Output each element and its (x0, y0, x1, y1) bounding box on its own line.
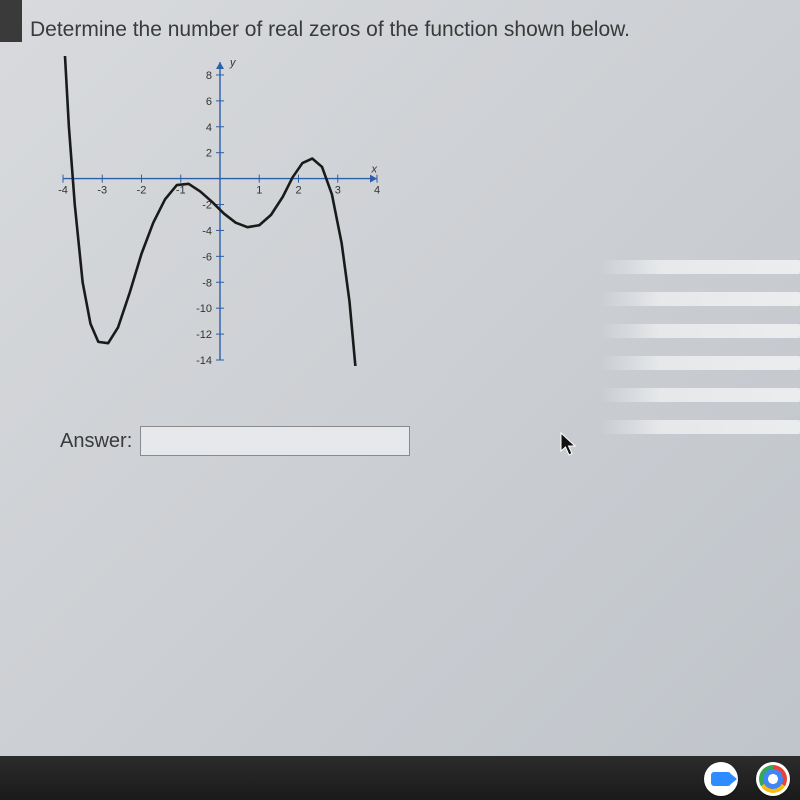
svg-text:2: 2 (295, 185, 301, 197)
svg-text:x: x (371, 164, 378, 176)
window-edge (0, 0, 22, 42)
svg-text:-14: -14 (196, 355, 212, 366)
svg-text:-3: -3 (97, 185, 107, 197)
chrome-icon[interactable] (756, 762, 790, 796)
svg-text:-8: -8 (202, 277, 212, 289)
svg-text:-4: -4 (58, 185, 68, 197)
answer-input[interactable] (140, 426, 410, 456)
system-tray (704, 762, 790, 796)
chart-svg: xy-4-3-2-112342468-2-4-6-8-10-12-14 (55, 56, 385, 366)
svg-text:-12: -12 (196, 329, 212, 341)
svg-text:y: y (229, 57, 237, 69)
question-text: Determine the number of real zeros of th… (30, 18, 760, 42)
answer-row: Answer: (60, 426, 760, 456)
svg-text:4: 4 (374, 185, 380, 197)
svg-text:2: 2 (206, 148, 212, 160)
screen-photo: Determine the number of real zeros of th… (0, 0, 800, 800)
taskbar (0, 756, 800, 800)
svg-text:-2: -2 (137, 185, 147, 197)
svg-text:3: 3 (335, 185, 341, 197)
svg-text:6: 6 (206, 96, 212, 108)
svg-text:8: 8 (206, 70, 212, 82)
function-graph: xy-4-3-2-112342468-2-4-6-8-10-12-14 (55, 56, 385, 366)
svg-text:1: 1 (256, 185, 262, 197)
svg-text:-6: -6 (202, 251, 212, 263)
answer-label: Answer: (60, 430, 132, 453)
svg-text:4: 4 (206, 122, 212, 134)
svg-text:-10: -10 (196, 303, 212, 315)
svg-text:-4: -4 (202, 225, 212, 237)
zoom-icon[interactable] (704, 762, 738, 796)
question-card: Determine the number of real zeros of th… (20, 10, 760, 456)
